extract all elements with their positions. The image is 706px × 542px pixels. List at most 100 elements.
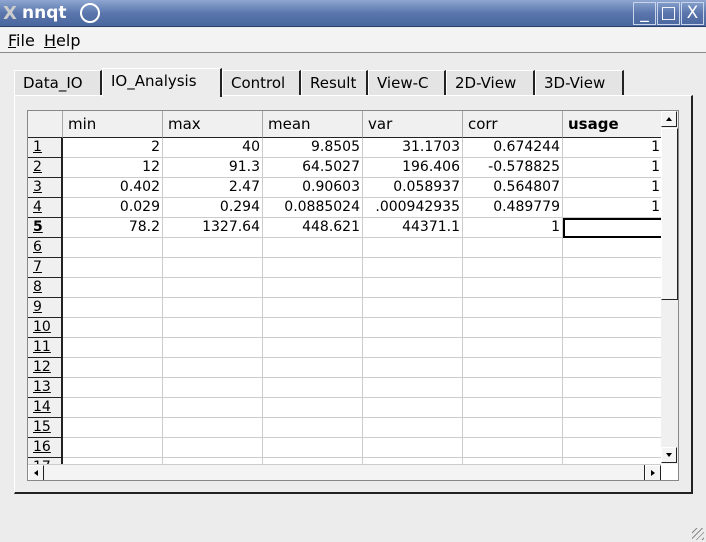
row-header[interactable]: 11	[28, 338, 63, 358]
column-header-max[interactable]: max	[163, 111, 263, 138]
table-cell[interactable]	[263, 318, 363, 338]
table-cell[interactable]	[463, 318, 563, 338]
table-cell[interactable]	[563, 318, 661, 338]
table-cell[interactable]	[463, 398, 563, 418]
table-cell[interactable]	[463, 458, 563, 464]
table-cell[interactable]	[363, 398, 463, 418]
analysis-table[interactable]: min max mean var corr usage 1 2 40 9.8505 31.1703…	[27, 110, 679, 481]
scroll-up-icon[interactable]	[661, 111, 677, 127]
column-header-var[interactable]: var	[363, 111, 463, 138]
table-cell[interactable]: 0.90603	[263, 178, 363, 198]
table-cell[interactable]	[563, 358, 661, 378]
row-header[interactable]: 17	[28, 458, 63, 464]
row-header[interactable]: 3	[28, 178, 63, 198]
menu-help[interactable]: Help	[44, 31, 81, 50]
tab-3d-view[interactable]: 3D-View	[535, 70, 624, 96]
table-cell[interactable]: 196.406	[363, 158, 463, 178]
table-cell[interactable]	[63, 458, 163, 464]
table-cell[interactable]: 0.029	[63, 198, 163, 218]
table-cell[interactable]	[463, 338, 563, 358]
tab-data-io[interactable]: Data_IO	[14, 70, 102, 96]
table-cell[interactable]: 1	[563, 198, 661, 218]
table-cell[interactable]: 9.8505	[263, 138, 363, 158]
tab-control[interactable]: Control	[222, 70, 301, 96]
table-cell[interactable]	[63, 378, 163, 398]
table-cell[interactable]: 12	[63, 158, 163, 178]
table-cell[interactable]	[463, 378, 563, 398]
table-cell[interactable]	[63, 358, 163, 378]
minimize-button[interactable]: _	[633, 2, 656, 25]
table-cell[interactable]	[363, 418, 463, 438]
table-cell[interactable]	[163, 418, 263, 438]
scroll-down-icon[interactable]	[661, 447, 677, 463]
row-header[interactable]: 16	[28, 438, 63, 458]
table-cell[interactable]	[263, 418, 363, 438]
horizontal-scroll-thumb[interactable]	[45, 465, 645, 480]
table-cell[interactable]	[263, 378, 363, 398]
row-header[interactable]: 12	[28, 358, 63, 378]
table-cell[interactable]	[463, 278, 563, 298]
close-button[interactable]: X	[681, 2, 704, 25]
table-cell[interactable]: 0.489779	[463, 198, 563, 218]
tab-2d-view[interactable]: 2D-View	[446, 70, 535, 96]
table-cell[interactable]	[563, 278, 661, 298]
table-cell[interactable]	[363, 278, 463, 298]
vertical-scroll-thumb[interactable]	[661, 128, 678, 300]
table-cell[interactable]: 91.3	[163, 158, 263, 178]
resize-grip-icon[interactable]	[692, 528, 704, 540]
table-cell[interactable]	[363, 298, 463, 318]
table-cell[interactable]	[163, 438, 263, 458]
horizontal-scrollbar[interactable]	[28, 464, 661, 480]
table-cell[interactable]	[263, 358, 363, 378]
table-cell[interactable]: 0.294	[163, 198, 263, 218]
table-cell[interactable]: 0.564807	[463, 178, 563, 198]
table-cell[interactable]	[163, 338, 263, 358]
table-cell[interactable]	[63, 258, 163, 278]
table-cell[interactable]: 1	[563, 138, 661, 158]
table-cell[interactable]	[163, 318, 263, 338]
table-cell[interactable]	[63, 238, 163, 258]
table-cell[interactable]	[163, 358, 263, 378]
tab-result[interactable]: Result	[301, 70, 368, 96]
scroll-left-icon[interactable]	[28, 465, 44, 480]
table-cell[interactable]	[263, 298, 363, 318]
table-cell[interactable]	[363, 438, 463, 458]
table-cell[interactable]: 2.47	[163, 178, 263, 198]
table-cell[interactable]: 78.2	[63, 218, 163, 238]
table-cell[interactable]	[63, 398, 163, 418]
vertical-scrollbar[interactable]	[661, 111, 678, 464]
table-cell[interactable]: 40	[163, 138, 263, 158]
table-cell[interactable]	[63, 338, 163, 358]
table-cell[interactable]	[363, 338, 463, 358]
scroll-right-icon[interactable]	[645, 465, 661, 480]
column-header-usage[interactable]: usage	[563, 111, 661, 138]
row-header[interactable]: 15	[28, 418, 63, 438]
table-cell[interactable]	[363, 378, 463, 398]
table-cell[interactable]	[263, 398, 363, 418]
table-cell[interactable]: 448.621	[263, 218, 363, 238]
table-cell[interactable]: 2	[63, 138, 163, 158]
table-cell[interactable]	[363, 318, 463, 338]
table-cell[interactable]	[463, 358, 563, 378]
table-cell[interactable]	[363, 238, 463, 258]
table-cell[interactable]: 1	[463, 218, 563, 238]
corner-header[interactable]	[28, 111, 63, 138]
table-cell[interactable]	[463, 258, 563, 278]
table-cell[interactable]: 0.0885024	[263, 198, 363, 218]
table-cell[interactable]	[263, 238, 363, 258]
table-cell[interactable]	[163, 458, 263, 464]
table-cell[interactable]	[163, 278, 263, 298]
table-cell[interactable]	[263, 458, 363, 464]
table-cell[interactable]	[563, 218, 661, 238]
column-header-min[interactable]: min	[63, 111, 163, 138]
table-cell[interactable]	[563, 438, 661, 458]
row-header[interactable]: 1	[28, 138, 63, 158]
table-cell[interactable]	[63, 418, 163, 438]
table-cell[interactable]	[163, 398, 263, 418]
table-cell[interactable]	[163, 298, 263, 318]
table-cell[interactable]	[263, 438, 363, 458]
table-cell[interactable]: 0.402	[63, 178, 163, 198]
tab-view-c[interactable]: View-C	[368, 70, 446, 96]
table-cell[interactable]	[463, 418, 563, 438]
table-cell[interactable]: 44371.1	[363, 218, 463, 238]
